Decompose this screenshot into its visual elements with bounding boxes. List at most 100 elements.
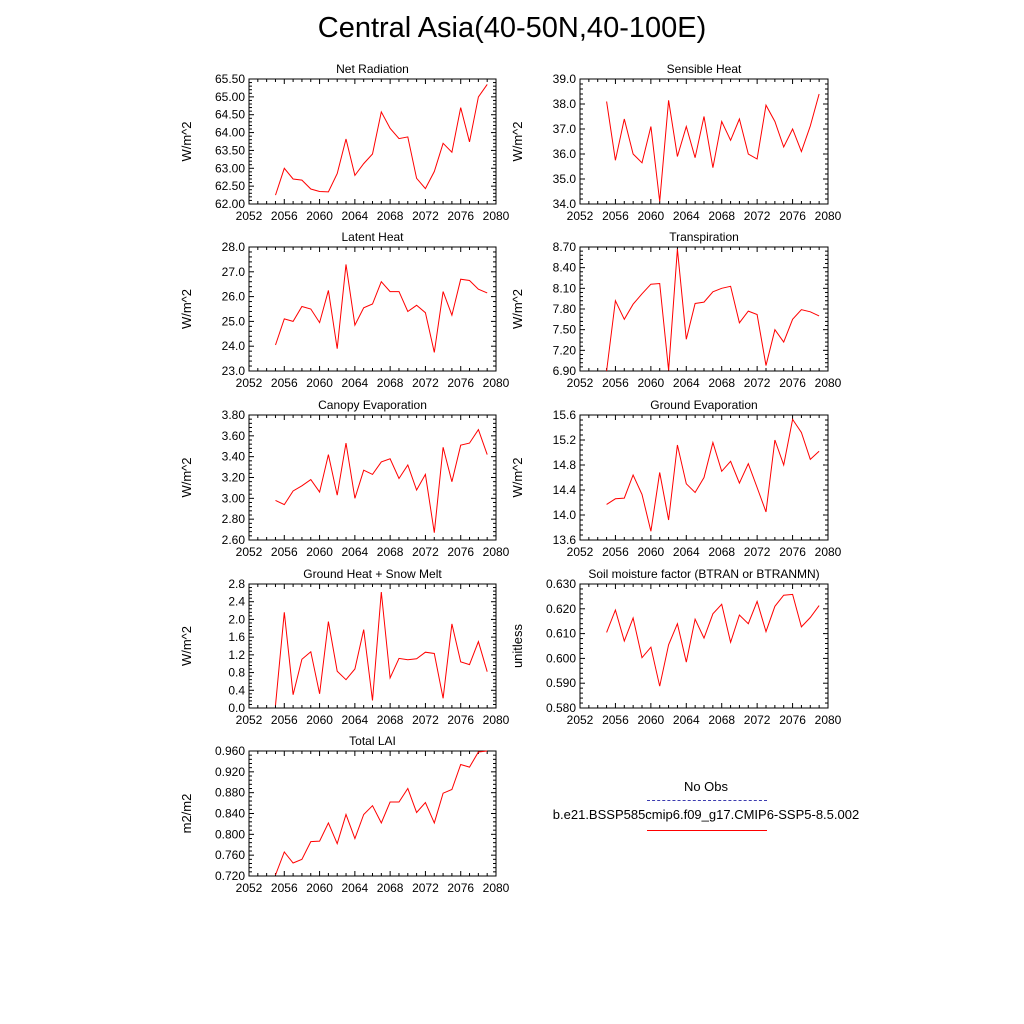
x-tick-label: 2056 (602, 376, 629, 390)
y-tick-label: 7.50 (553, 323, 577, 337)
y-tick-label: 3.40 (222, 450, 246, 464)
y-tick-label: 0.800 (215, 827, 245, 841)
y-tick-label: 28.0 (222, 240, 246, 254)
x-tick-label: 2072 (412, 545, 439, 559)
chart-ground-heat-snow-melt: Ground Heat + Snow Melt W/m^2 2052 2056 2060… (179, 567, 510, 727)
y-tick-label: 0.620 (546, 602, 576, 616)
x-tick-label: 2072 (744, 376, 771, 390)
x-tick-label: 2056 (602, 545, 629, 559)
x-tick-label: 2064 (342, 713, 369, 727)
x-tick-label: 2052 (236, 209, 263, 223)
chart-canopy-evaporation: Canopy Evaporation W/m^2 2052 2056 2060 2064 2… (179, 398, 510, 559)
y-tick-label: 35.0 (553, 172, 577, 186)
x-tick-label: 2064 (342, 209, 369, 223)
y-tick-label: 0.600 (546, 651, 576, 665)
y-tick-label: 27.0 (222, 265, 246, 279)
x-tick-label: 2076 (779, 713, 806, 727)
y-tick-label: 3.80 (222, 408, 246, 422)
x-tick-label: 2064 (673, 209, 700, 223)
plot-frame (579, 246, 829, 372)
y-tick-label: 14.8 (553, 458, 577, 472)
chart-total-lai: Total LAI m2/m2 2052 2056 2060 2064 2068 2072 20… (179, 734, 510, 895)
x-tick-label: 2056 (602, 713, 629, 727)
y-tick-label: 24.0 (222, 339, 246, 353)
x-tick-label: 2068 (377, 209, 404, 223)
series-line-0 (275, 428, 488, 533)
x-tick-label: 2072 (412, 376, 439, 390)
series-line-0 (606, 249, 820, 372)
x-tick-label: 2072 (412, 881, 439, 895)
x-tick-label: 2056 (602, 209, 629, 223)
x-tick-label: 2072 (744, 545, 771, 559)
y-tick-label: 34.0 (553, 197, 577, 211)
x-tick-label: 2076 (779, 376, 806, 390)
chart-net-radiation: Net Radiation W/m^2 2052 2056 2060 2064 2068 20… (179, 62, 510, 223)
x-tick-label: 2080 (815, 209, 842, 223)
x-tick-label: 2052 (236, 376, 263, 390)
y-tick-label: 8.10 (553, 281, 577, 295)
y-axis-label: m2/m2 (179, 794, 194, 834)
x-tick-label: 2060 (306, 209, 333, 223)
y-tick-label: 0.0 (228, 701, 245, 715)
x-tick-label: 2052 (567, 713, 594, 727)
x-tick-label: 2068 (708, 209, 735, 223)
y-tick-label: 26.0 (222, 290, 246, 304)
chart-title: Canopy Evaporation (318, 398, 427, 412)
x-tick-label: 2072 (744, 209, 771, 223)
x-tick-label: 2052 (567, 376, 594, 390)
plot-frame (248, 78, 497, 205)
x-tick-label: 2060 (638, 545, 665, 559)
chart-latent-heat: Latent Heat W/m^2 2052 2056 2060 2064 2068 2072… (179, 230, 510, 390)
y-tick-label: 23.0 (222, 364, 246, 378)
y-tick-label: 1.6 (228, 630, 245, 644)
y-tick-label: 7.80 (553, 302, 577, 316)
plot-frame (248, 414, 497, 541)
y-tick-label: 0.630 (546, 577, 576, 591)
x-tick-label: 2076 (779, 545, 806, 559)
y-tick-label: 0.610 (546, 627, 576, 641)
y-tick-label: 0.920 (215, 765, 245, 779)
x-tick-label: 2060 (306, 376, 333, 390)
x-tick-label: 2060 (638, 376, 665, 390)
y-axis-label: W/m^2 (179, 626, 194, 666)
x-tick-label: 2076 (779, 209, 806, 223)
chart-sensible-heat: Sensible Heat W/m^2 2052 2056 2060 2064 2068 20… (510, 62, 842, 223)
x-tick-label: 2068 (708, 545, 735, 559)
x-tick-label: 2052 (236, 881, 263, 895)
x-tick-label: 2064 (673, 376, 700, 390)
y-tick-label: 6.90 (553, 364, 577, 378)
x-tick-label: 2064 (342, 376, 369, 390)
y-tick-label: 13.6 (553, 533, 577, 547)
y-tick-label: 65.00 (215, 90, 245, 104)
y-axis-label: W/m^2 (179, 289, 194, 329)
x-tick-label: 2080 (815, 713, 842, 727)
x-tick-label: 2056 (271, 881, 298, 895)
y-tick-label: 65.50 (215, 72, 245, 86)
x-tick-label: 2072 (744, 713, 771, 727)
x-tick-label: 2060 (306, 713, 333, 727)
x-tick-label: 2064 (673, 545, 700, 559)
x-tick-label: 2052 (567, 209, 594, 223)
y-tick-label: 64.50 (215, 108, 245, 122)
x-tick-label: 2056 (271, 376, 298, 390)
x-tick-label: 2080 (483, 545, 510, 559)
plot-frame (579, 583, 829, 709)
series-line-0 (606, 593, 820, 687)
series-line-0 (606, 418, 820, 532)
chart-transpiration: Transpiration W/m^2 2052 2056 2060 2064 2068 20… (510, 230, 842, 390)
y-tick-label: 62.50 (215, 179, 245, 193)
series-line-0 (275, 591, 488, 706)
x-tick-label: 2076 (447, 545, 474, 559)
y-tick-label: 14.0 (553, 508, 577, 522)
y-tick-label: 14.4 (553, 483, 577, 497)
x-tick-label: 2056 (271, 209, 298, 223)
chart-soil-moisture-factor: Soil moisture factor (BTRAN or BTRANMN) u… (510, 567, 842, 727)
y-axis-label: W/m^2 (179, 457, 194, 497)
y-tick-label: 2.0 (228, 612, 245, 626)
y-tick-label: 7.20 (553, 343, 577, 357)
x-tick-label: 2080 (483, 376, 510, 390)
y-axis-label: W/m^2 (510, 457, 525, 497)
chart-title: Soil moisture factor (BTRAN or BTRANMN) (588, 567, 819, 581)
y-tick-label: 2.60 (222, 533, 246, 547)
chart-title: Latent Heat (341, 230, 404, 244)
